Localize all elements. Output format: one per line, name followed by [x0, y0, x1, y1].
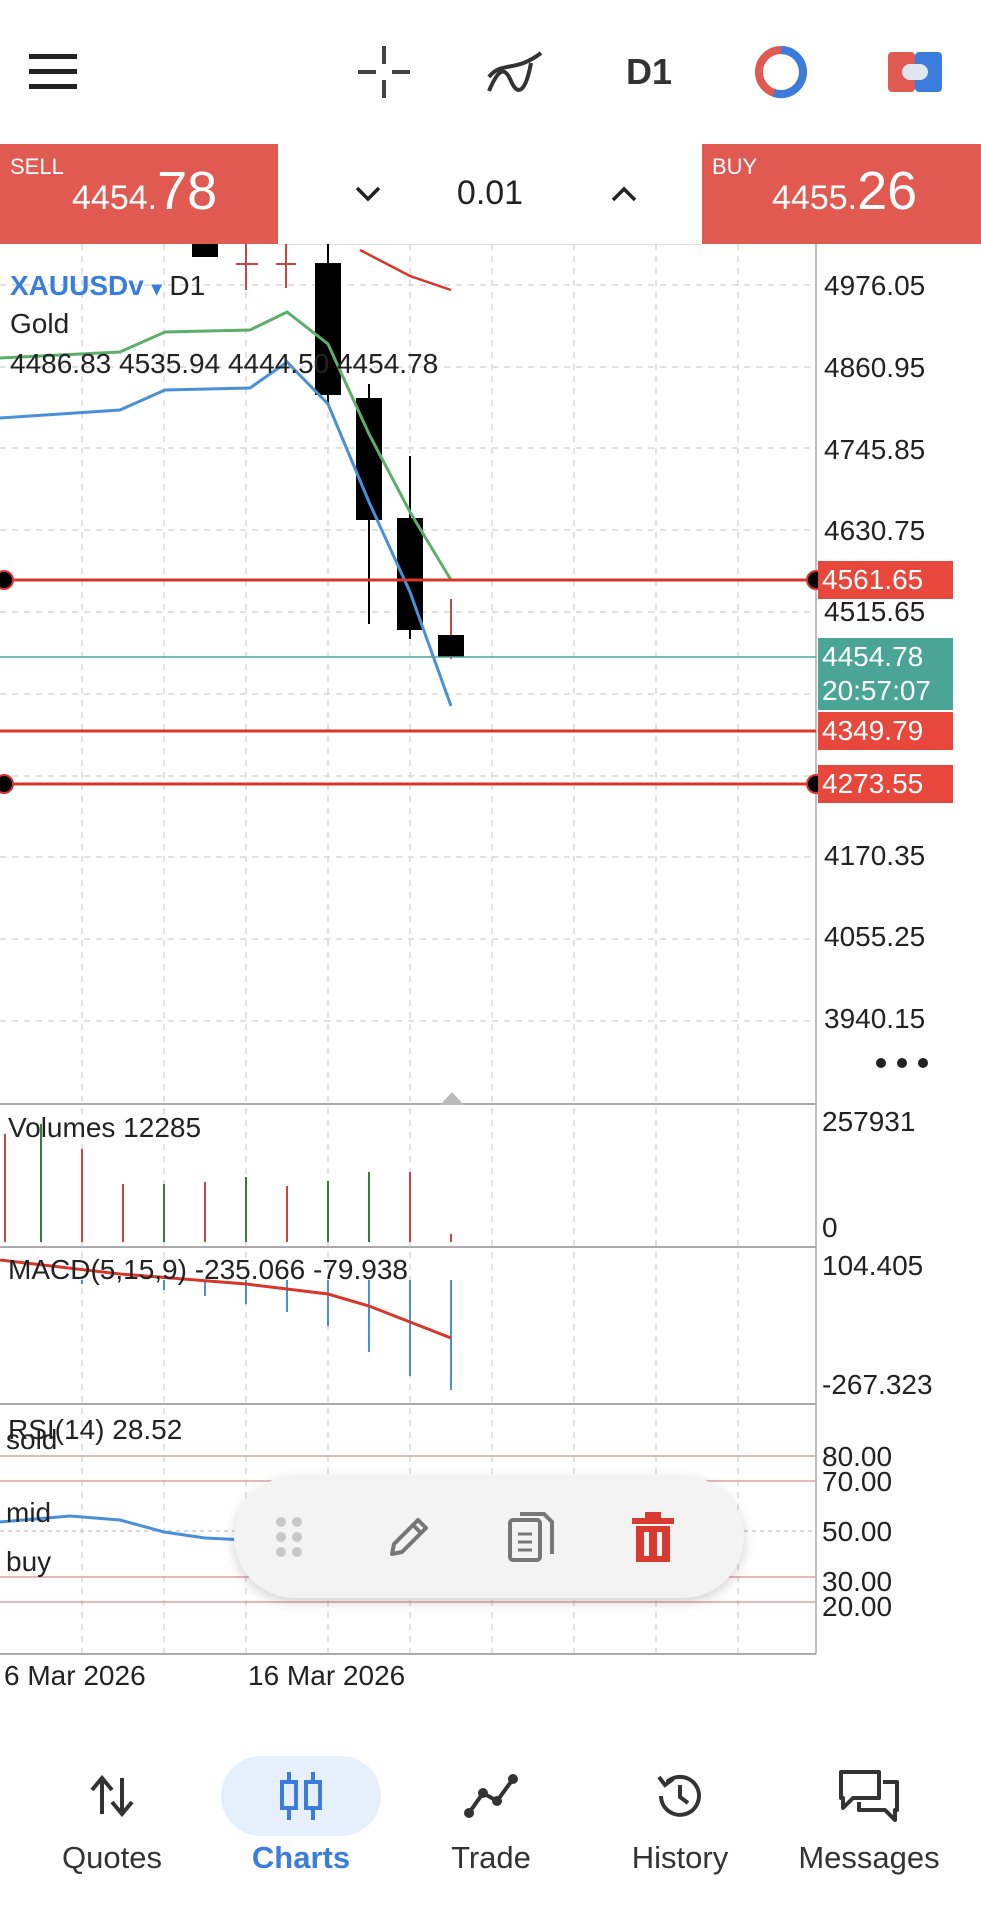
- macd-axis-min: -267.323: [822, 1369, 933, 1400]
- crosshair-button[interactable]: [339, 30, 429, 114]
- nav-label: History: [631, 1840, 729, 1875]
- lot-panel: 0.01: [278, 144, 702, 245]
- timeframe-label: D1: [625, 51, 673, 92]
- increase-lot-button[interactable]: [594, 164, 654, 224]
- hline-price-tag: 4273.55: [818, 765, 953, 803]
- nav-messages[interactable]: Messages: [771, 1730, 967, 1900]
- chevron-up-icon: [611, 186, 637, 202]
- indicators-button[interactable]: [470, 30, 560, 114]
- symbol-label[interactable]: XAUUSDv ▾ D1: [10, 270, 206, 301]
- volumes-axis-min: 0: [822, 1212, 838, 1243]
- decrease-lot-button[interactable]: [338, 164, 398, 224]
- rsi-label: RSI(14) 28.52: [8, 1414, 183, 1445]
- price-axis-label: 4976.05: [824, 270, 926, 301]
- rsi-level-label: 80.00: [822, 1441, 893, 1472]
- nav-charts[interactable]: Charts: [203, 1730, 399, 1900]
- volumes-label: Volumes 12285: [8, 1112, 202, 1143]
- lot-value[interactable]: 0.01: [456, 174, 524, 212]
- volumes-axis-max: 257931: [822, 1106, 916, 1137]
- timeframe-button[interactable]: D1: [604, 30, 694, 114]
- crosshair-icon: [358, 46, 410, 98]
- hamburger-icon: [29, 54, 77, 89]
- menu-button[interactable]: [8, 30, 98, 114]
- macd-axis-max: 104.405: [822, 1250, 924, 1281]
- hline-price-tag: 4561.65: [818, 561, 953, 599]
- nav-trade[interactable]: Trade: [393, 1730, 589, 1900]
- pie-clock-icon: [755, 46, 808, 99]
- rsi-level-label: 20.00: [822, 1591, 893, 1622]
- chart-area[interactable]: XAUUSDv ▾ D1 Gold 4486.83 4535.94 4444.5…: [0, 244, 981, 1691]
- pencil-icon: [390, 1518, 428, 1556]
- object-edit-toolbar: [234, 1476, 744, 1598]
- candles-icon: [280, 1772, 322, 1820]
- one-click-toggle-icon: [888, 52, 942, 92]
- nav-history[interactable]: History: [582, 1730, 778, 1900]
- rsi-buy-label: buy: [6, 1546, 52, 1577]
- buy-button[interactable]: BUY 4455.26: [702, 144, 981, 244]
- rsi-level-label: 30.00: [822, 1566, 893, 1597]
- nav-icon-wrap: [625, 1756, 735, 1836]
- date-axis-label: 16 Mar 2026: [248, 1660, 406, 1691]
- nav-label: Charts: [251, 1840, 351, 1875]
- price-axis-label: 4630.75: [824, 515, 926, 546]
- copy-object-button[interactable]: [490, 1496, 572, 1578]
- copy-icon: [508, 1512, 554, 1562]
- date-axis-label: 6 Mar 2026: [4, 1660, 146, 1691]
- one-click-trading-button[interactable]: [870, 30, 960, 114]
- price-axis-label: 4170.35: [824, 840, 926, 871]
- history-clock-icon: [657, 1774, 701, 1817]
- buy-price: 4455.26: [772, 161, 918, 221]
- symbol-description: Gold: [10, 308, 70, 339]
- sell-price: 4454.78: [72, 161, 218, 221]
- nav-icon-wrap: [436, 1756, 546, 1836]
- bottom-navigation: Quotes Charts Trade: [0, 1730, 981, 1920]
- messages-bubbles-icon: [839, 1770, 899, 1822]
- nav-label: Quotes: [62, 1840, 162, 1875]
- ohlc-values: 4486.83 4535.94 4444.50 4454.78: [10, 348, 439, 379]
- more-dots-icon: [876, 1058, 928, 1068]
- rsi-mid-label: mid: [6, 1497, 52, 1528]
- drag-handle[interactable]: [248, 1496, 330, 1578]
- nav-icon-wrap: [57, 1756, 167, 1836]
- price-axis-label: 4055.25: [824, 921, 926, 952]
- trade-line-icon: [464, 1774, 518, 1818]
- sell-button[interactable]: SELL 4454.78: [0, 144, 278, 244]
- price-axis-label: 4860.95: [824, 352, 926, 383]
- indicator-curve-icon: [487, 51, 543, 92]
- rsi-level-label: 50.00: [822, 1516, 893, 1547]
- nav-icon-wrap: [814, 1756, 924, 1836]
- rsi-sold-label: sold: [6, 1424, 58, 1455]
- sell-label: SELL: [10, 154, 64, 179]
- nav-label: Trade: [451, 1840, 531, 1875]
- trash-icon: [632, 1512, 674, 1562]
- account-status-button[interactable]: [736, 30, 826, 114]
- price-axis-label: 4745.85: [824, 434, 926, 465]
- price-axis-label: 4515.65: [824, 596, 926, 627]
- rsi-level-label: 70.00: [822, 1466, 893, 1497]
- more-options-button[interactable]: [874, 1056, 930, 1075]
- price-axis-label: 3940.15: [824, 1003, 926, 1034]
- drag-dots-icon: [276, 1517, 302, 1557]
- macd-label: MACD(5,15,9) -235.066 -79.938: [8, 1254, 408, 1285]
- current-price-tag: 4454.78 20:57:07: [818, 638, 953, 710]
- nav-label: Messages: [798, 1840, 940, 1875]
- nav-icon-wrap: [221, 1756, 381, 1836]
- quotes-arrows-icon: [90, 1774, 134, 1818]
- delete-object-button[interactable]: [612, 1496, 694, 1578]
- hline-price-tag: 4349.79: [818, 712, 953, 750]
- edit-object-button[interactable]: [368, 1496, 450, 1578]
- nav-quotes[interactable]: Quotes: [14, 1730, 210, 1900]
- buy-label: BUY: [712, 154, 758, 179]
- top-toolbar: D1: [0, 0, 981, 142]
- chevron-down-icon: [355, 186, 381, 202]
